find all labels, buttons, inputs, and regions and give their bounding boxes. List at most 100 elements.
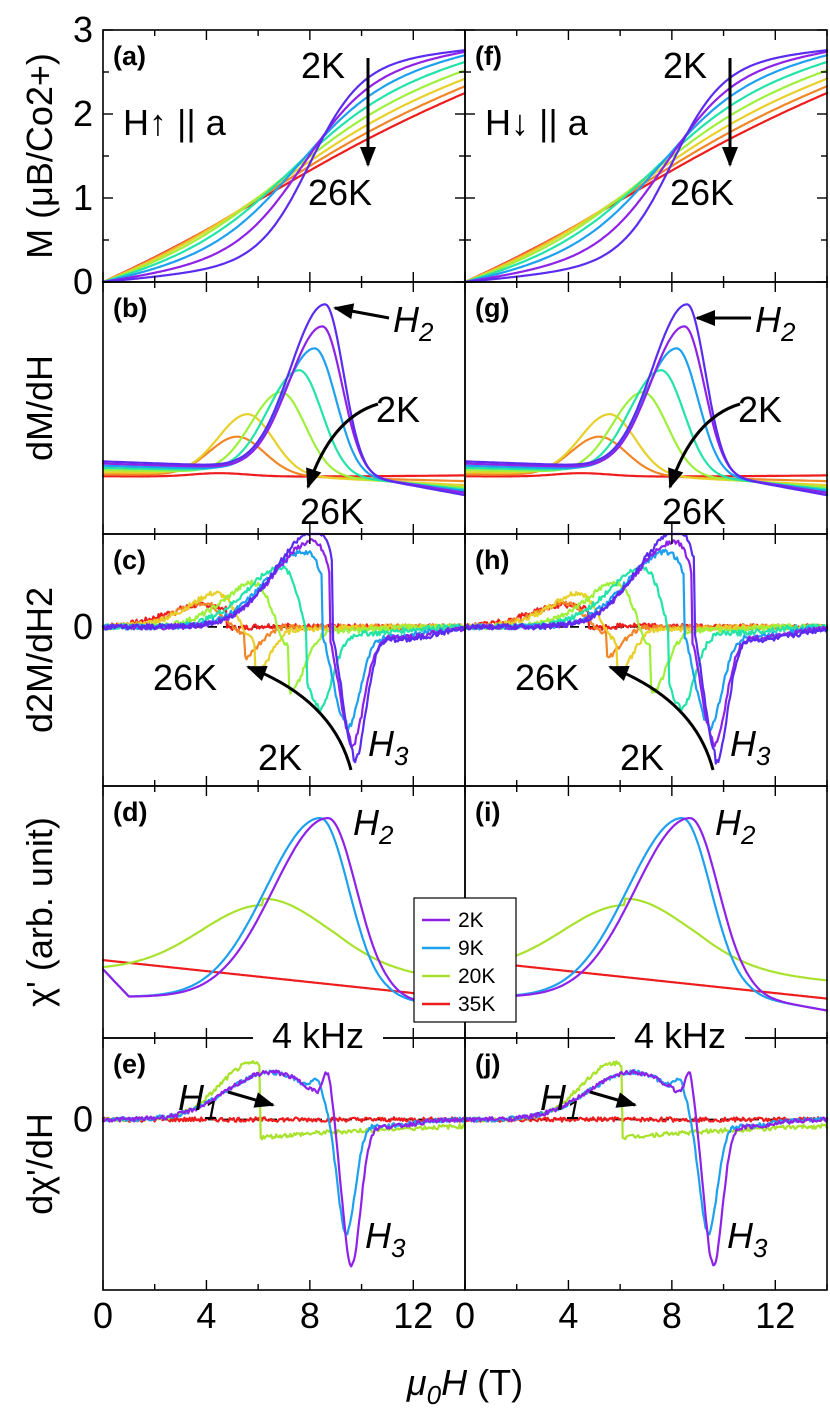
series-5K — [463, 50, 829, 284]
legend-box — [413, 897, 517, 1023]
panel-frame — [464, 29, 828, 283]
H3-label: H3 — [365, 1215, 406, 1263]
H2-label: H2 — [755, 299, 796, 347]
series-9K — [101, 54, 467, 284]
H2-label: H2 — [715, 802, 756, 850]
temp-arrow-shaft — [609, 665, 715, 771]
field-direction-label: H↓ || a — [485, 102, 589, 143]
temp-low-label: 2K — [376, 389, 420, 430]
temp-low-label: 2K — [301, 45, 345, 86]
legend-entry-20K: 20K — [458, 965, 495, 988]
temp-low-label: 2K — [620, 737, 664, 778]
field-direction-label: H↑ || a — [123, 102, 227, 143]
H3-label: H3 — [727, 1215, 768, 1263]
legend: 2K 9K 20K 35K — [413, 897, 517, 1023]
H1-arrow-head — [615, 1092, 637, 1108]
temp-arrow — [246, 665, 353, 771]
series-23K — [101, 435, 467, 483]
H1-arrow — [589, 1090, 637, 1108]
panel-label: (e) — [113, 1049, 146, 1079]
series-2K — [101, 49, 467, 284]
temp-high-label: 26K — [153, 657, 217, 698]
series-20K — [101, 77, 467, 284]
series-5K — [101, 50, 467, 284]
note-bg — [253, 1020, 383, 1054]
H2-label: H2 — [353, 802, 394, 850]
temp-arrow-head — [360, 147, 376, 167]
panel-label: (j) — [475, 1049, 500, 1079]
series-13K — [463, 60, 829, 284]
series-2K — [101, 532, 467, 764]
panel-label: (f) — [475, 41, 502, 71]
panel-frame — [102, 29, 466, 283]
series-9K — [101, 1069, 467, 1236]
series-9K — [463, 54, 829, 284]
temp-arrow — [360, 58, 376, 167]
y-axis-label: dM/dH — [19, 355, 60, 461]
series-2K — [101, 816, 467, 1012]
H2-label: H2 — [393, 299, 434, 347]
temp-arrow — [668, 402, 741, 489]
temp-arrow — [722, 58, 738, 167]
x-axis-label: μ0H (T) — [406, 1362, 523, 1408]
series-2K — [463, 532, 829, 765]
y-axis-label: d2M/dH2 — [19, 587, 60, 733]
series-9K — [463, 816, 829, 1012]
y-axis-label: dχ'/dH — [19, 1113, 60, 1215]
legend-entry-9K: 9K — [458, 937, 484, 960]
y-tick-label: 3 — [73, 9, 93, 50]
H1-arrow — [227, 1090, 275, 1108]
H1-label: H1 — [540, 1077, 580, 1125]
temp-arrow-head — [306, 467, 322, 489]
panel-label: (h) — [475, 545, 509, 575]
series-35K — [101, 958, 467, 1000]
series-9K — [463, 1068, 829, 1236]
y-tick-label: 0 — [73, 606, 93, 647]
temp-arrow — [608, 665, 715, 771]
legend-entry-2K: 2K — [458, 909, 484, 932]
x-tick-label: 0 — [455, 1295, 475, 1336]
temp-high-label: 26K — [308, 172, 372, 213]
series-20K — [101, 1059, 467, 1141]
x-tick-label: 0 — [93, 1295, 113, 1336]
H3-label: H3 — [368, 723, 409, 771]
y-axis-label: M (μB/Co2+) — [19, 53, 60, 259]
legend-entry-35K: 35K — [458, 993, 495, 1016]
y-axis-label: χ' (arb. unit) — [19, 817, 60, 1007]
panel-label: (d) — [113, 797, 147, 827]
series-35K — [463, 1116, 829, 1123]
frequency-note: 4 kHz — [272, 1015, 364, 1056]
x-tick-label: 4 — [558, 1295, 578, 1336]
y-tick-label: 1 — [73, 177, 93, 218]
temp-arrow-head — [608, 666, 630, 681]
temp-arrow — [306, 402, 379, 489]
x-tick-label: 8 — [662, 1295, 682, 1336]
temp-low-label: 2K — [258, 737, 302, 778]
series-26K — [101, 472, 467, 478]
note-bg — [615, 1020, 745, 1054]
temp-arrow-head — [668, 467, 684, 489]
y-tick-label: 2 — [73, 93, 93, 134]
series-2K — [463, 303, 829, 497]
series-2K — [463, 49, 829, 284]
temp-low-label: 2K — [663, 45, 707, 86]
H2-arrow — [695, 310, 751, 326]
temp-high-label: 26K — [670, 172, 734, 213]
series-20K — [463, 897, 829, 982]
temp-arrow-shaft — [247, 665, 353, 771]
panel-label: (b) — [113, 293, 147, 323]
series-2K — [463, 816, 829, 1012]
H2-arrow — [333, 303, 390, 320]
H1-label: H1 — [178, 1077, 218, 1125]
frequency-note: 4 kHz — [634, 1015, 726, 1056]
x-tick-label: 4 — [196, 1295, 216, 1336]
panel-frame — [464, 1037, 828, 1291]
y-tick-label: 0 — [73, 1099, 93, 1140]
panel-label: (a) — [113, 41, 146, 71]
series-2K — [463, 1069, 829, 1267]
y-tick-label: 0 — [73, 261, 93, 302]
temp-arrow-head — [722, 147, 738, 167]
temp-high-label: 26K — [300, 491, 364, 532]
